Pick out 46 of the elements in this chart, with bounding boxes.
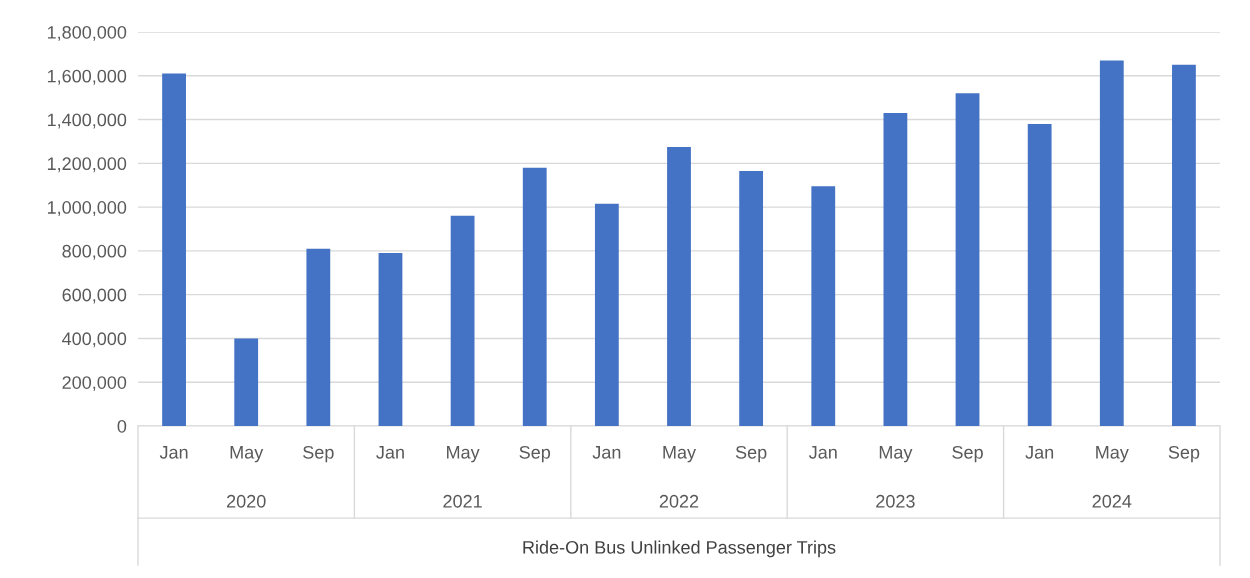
y-tick-label: 1,800,000	[47, 25, 127, 41]
bar	[811, 186, 836, 426]
text: 2021	[443, 494, 482, 508]
bar	[1172, 64, 1196, 426]
x-tick-label: Jan	[159, 446, 188, 459]
x-tick-label: Sep	[735, 445, 767, 463]
bar	[1099, 60, 1124, 426]
bar	[883, 113, 908, 426]
text: 2022	[659, 494, 699, 508]
bar	[594, 203, 619, 426]
bar	[955, 93, 980, 426]
bar	[162, 73, 186, 426]
x-axis-title: Ride-On Bus Unlinked Passenger Trips	[523, 540, 836, 558]
bar	[378, 253, 403, 426]
bar	[667, 146, 691, 426]
y-tick-label: 1,200,000	[47, 157, 127, 173]
text: 2023	[876, 494, 915, 508]
bar	[1027, 123, 1052, 426]
bar	[522, 167, 547, 426]
text: 2024	[1092, 494, 1132, 508]
y-tick-label: 1,000,000	[47, 201, 127, 216]
x-tick-label: Sep	[303, 445, 334, 463]
x-tick-label: May	[230, 446, 264, 463]
x-tick-label: Jan	[376, 446, 404, 459]
y-tick-label: 600,000	[62, 288, 127, 304]
bar	[739, 171, 764, 426]
bar	[306, 248, 331, 426]
bar	[234, 338, 259, 426]
y-tick-label: 400,000	[62, 332, 127, 348]
x-tick-label: May	[879, 446, 913, 463]
x-tick-label: Sep	[952, 445, 983, 463]
y-tick-label: 1,400,000	[47, 113, 127, 129]
bar	[450, 215, 475, 426]
y-tick-label: 200,000	[62, 376, 127, 392]
y-tick-label: 800,000	[62, 244, 127, 260]
y-tick-label: 1,600,000	[47, 69, 127, 85]
x-tick-label: Sep	[1168, 445, 1200, 463]
x-tick-label: Jan	[592, 446, 621, 459]
x-tick-label: Sep	[519, 445, 551, 463]
x-tick-label: May	[447, 446, 480, 463]
x-tick-label: May	[1096, 446, 1129, 463]
x-tick-label: May	[663, 446, 697, 463]
y-tick-label: 0	[117, 419, 127, 433]
x-tick-label: Jan	[808, 446, 837, 459]
x-tick-label: Jan	[1025, 446, 1054, 459]
text: 2020	[227, 494, 266, 508]
